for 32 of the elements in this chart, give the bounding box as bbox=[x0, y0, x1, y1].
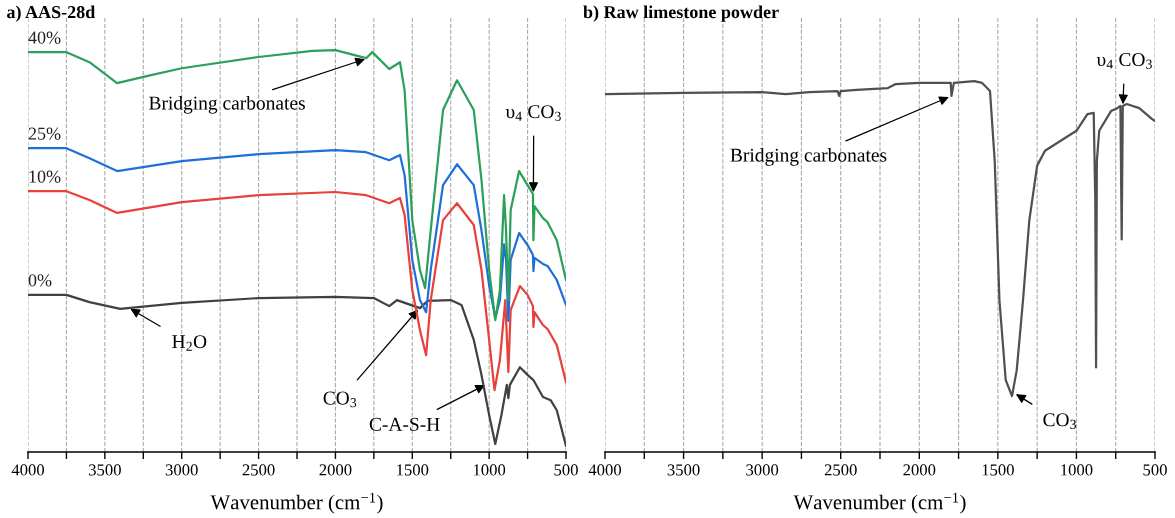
x-tick-label: 2500 bbox=[242, 464, 275, 476]
annotation: CO$_{3}$ bbox=[323, 391, 357, 408]
x-axis-title: Wavenumber (cm$^{−1}$) bbox=[210, 492, 383, 514]
x-tick-label: 3500 bbox=[667, 464, 700, 476]
chart-title: b) Raw limestone powder bbox=[583, 5, 779, 22]
annotation: H$_{2}$O bbox=[172, 335, 207, 351]
x-tick-label: 3000 bbox=[746, 464, 779, 476]
x-tick-label: 4000 bbox=[588, 464, 622, 476]
x-axis-title: Wavenumber (cm$^{−1}$) bbox=[793, 492, 966, 514]
x-tick-label: 500 bbox=[1143, 464, 1167, 476]
x-tick-label: 3500 bbox=[88, 464, 121, 476]
x-tick-label: 2000 bbox=[319, 464, 352, 476]
annotation: Bridging carbonates bbox=[149, 95, 305, 114]
series-label: 40% bbox=[28, 31, 61, 44]
annotation: CO$_{3}$ bbox=[1043, 413, 1076, 429]
x-tick-label: 1000 bbox=[1061, 464, 1093, 476]
x-tick-label: 1500 bbox=[397, 464, 429, 476]
x-tick-label: 1000 bbox=[473, 464, 506, 476]
x-tick-label: 4000 bbox=[11, 464, 45, 476]
x-tick-label: 1500 bbox=[982, 464, 1014, 476]
x-tick-label: 2500 bbox=[824, 464, 857, 476]
series-label: 25% bbox=[28, 127, 61, 140]
chart-title: a) AAS-28d bbox=[7, 5, 96, 22]
x-tick-label: 2000 bbox=[903, 464, 936, 476]
annotation: C-A-S-H bbox=[369, 417, 440, 431]
series-label: 0% bbox=[28, 274, 52, 287]
x-tick-label: 500 bbox=[554, 464, 578, 476]
annotation: υ$_{4}$ CO$_{3}$ bbox=[1096, 53, 1152, 69]
series-label: 10% bbox=[29, 170, 61, 183]
annotation: Bridging carbonates bbox=[730, 148, 887, 166]
annotation: υ$_{4}$ CO$_{3}$ bbox=[505, 105, 561, 121]
x-tick-label: 3000 bbox=[165, 464, 198, 476]
